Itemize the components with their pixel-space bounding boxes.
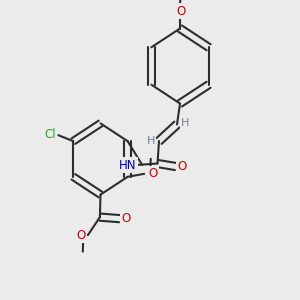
Text: O: O [122, 212, 130, 225]
Text: H: H [146, 136, 155, 146]
Text: O: O [77, 229, 86, 242]
Text: H: H [181, 118, 190, 128]
Text: Cl: Cl [44, 128, 56, 141]
Text: O: O [148, 167, 158, 180]
Text: HN: HN [119, 158, 137, 172]
Text: O: O [178, 160, 187, 173]
Text: O: O [176, 4, 185, 18]
